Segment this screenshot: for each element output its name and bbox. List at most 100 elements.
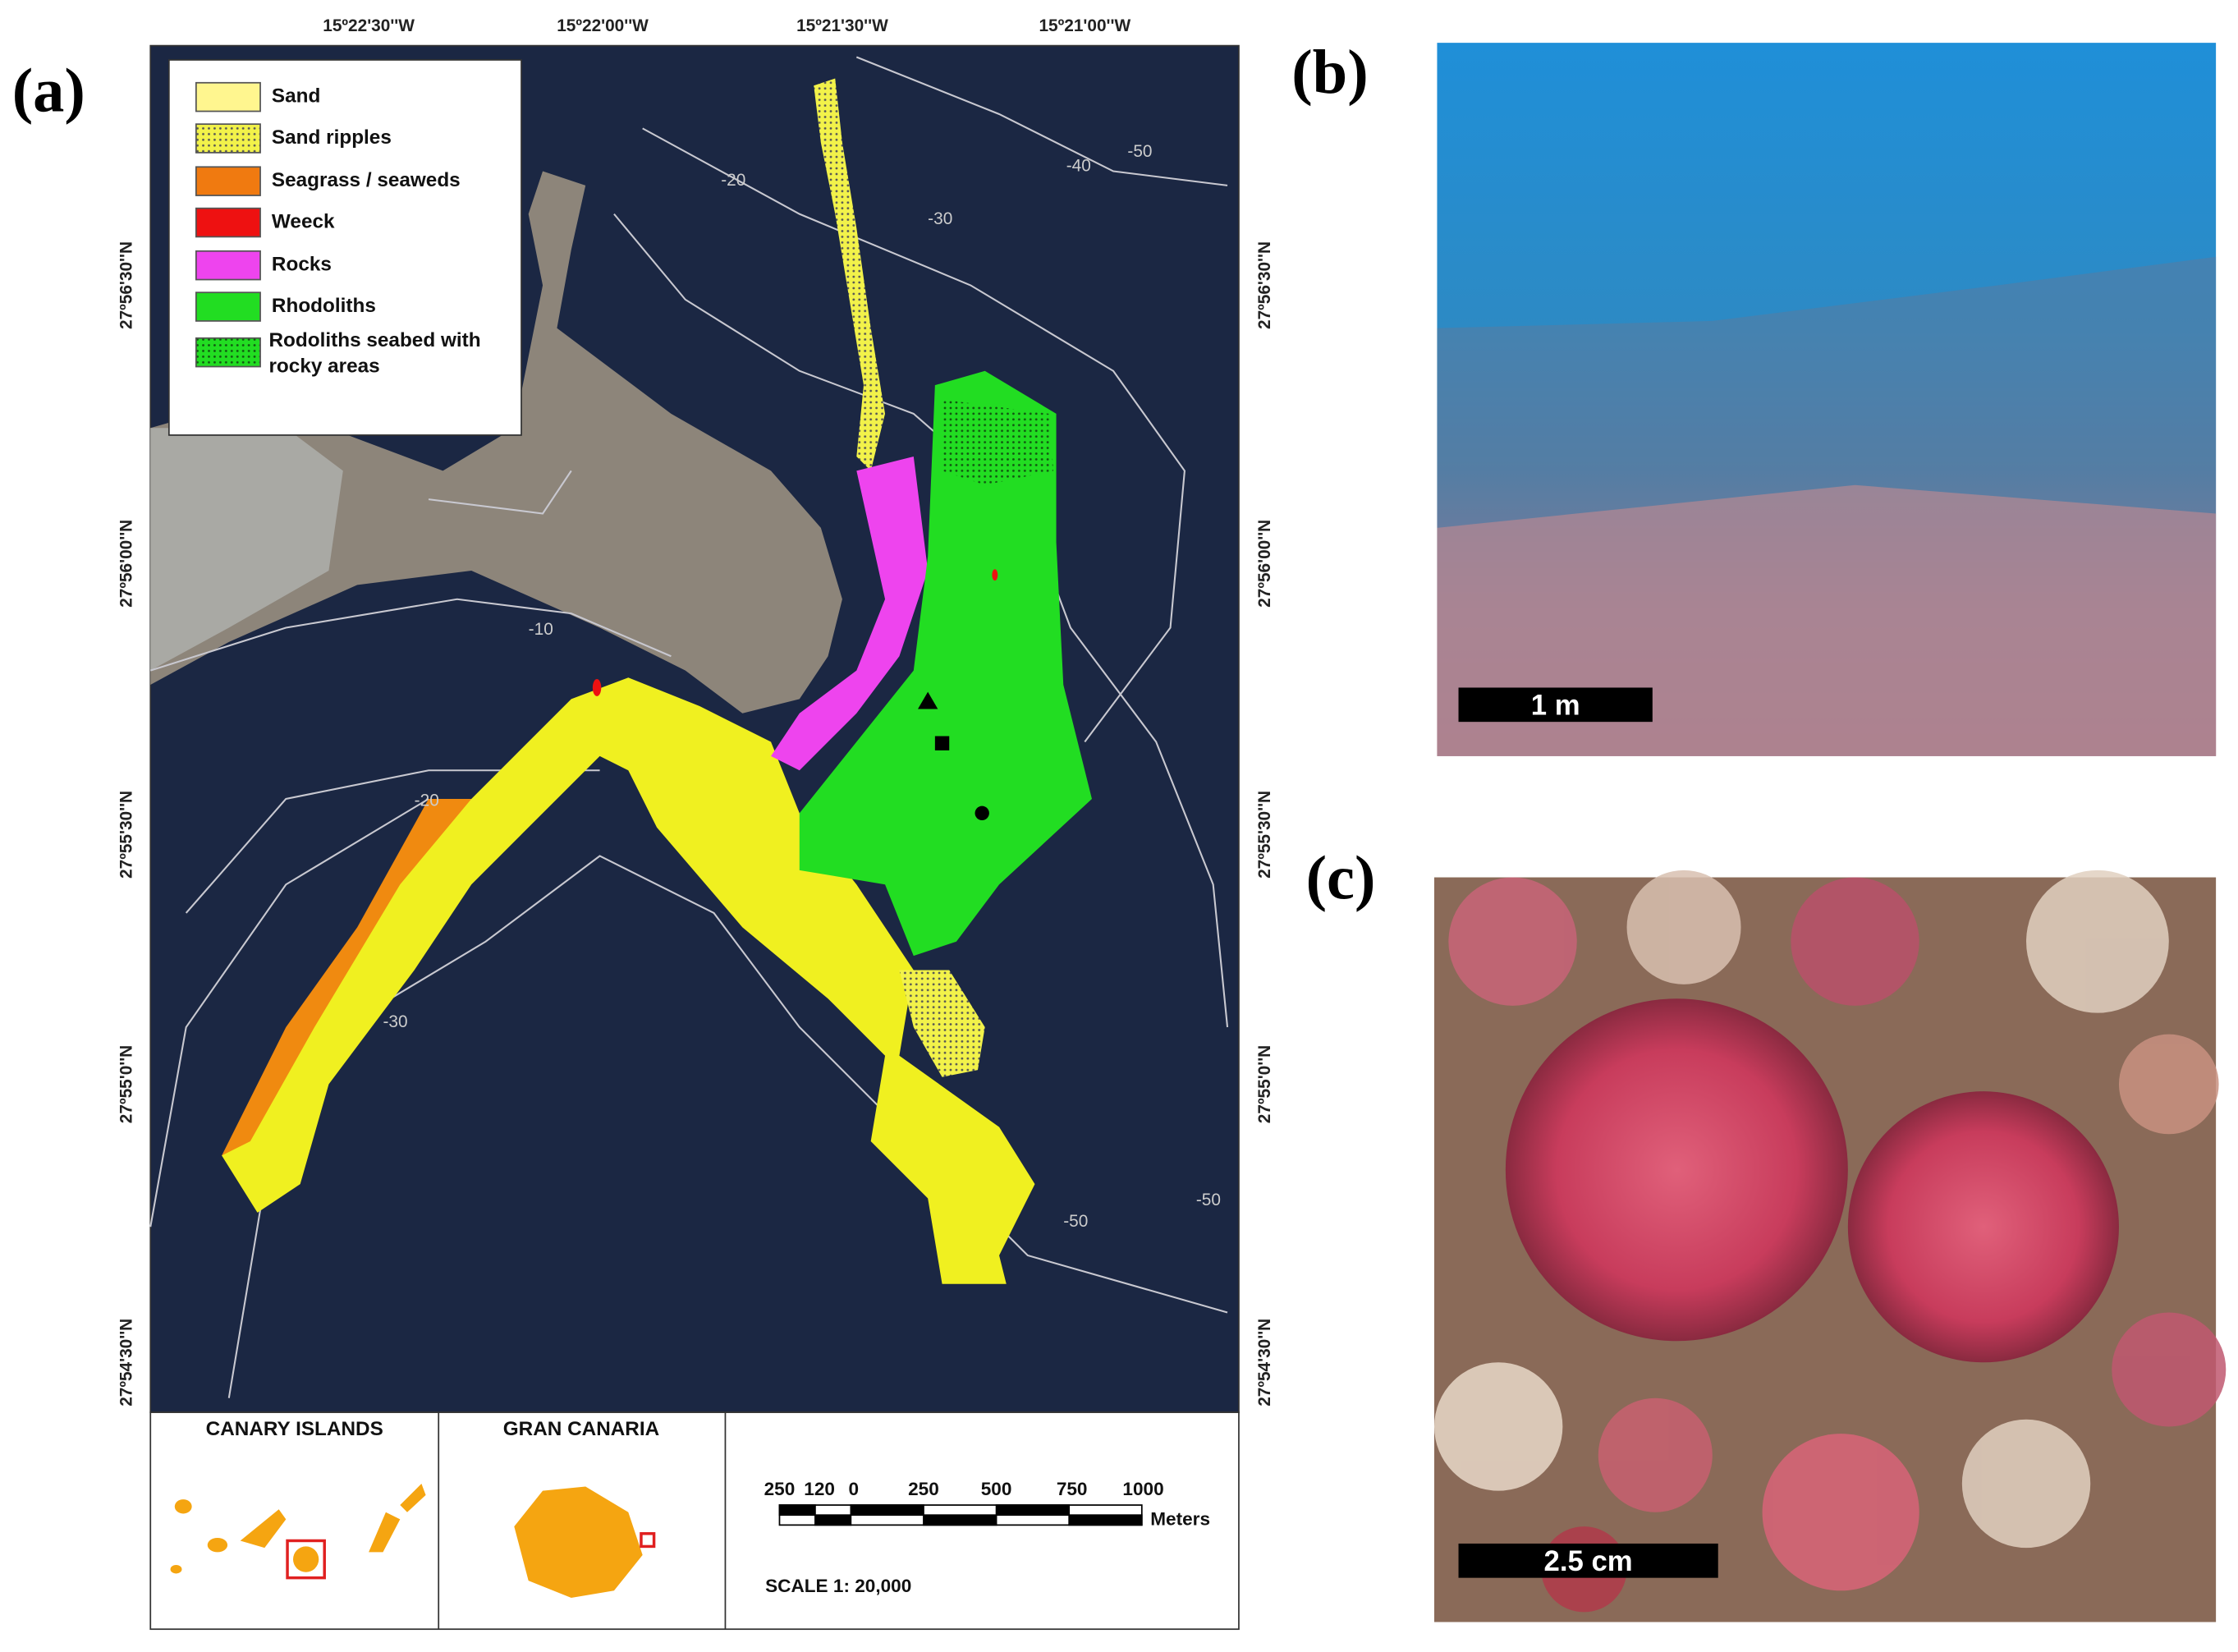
circle <box>1791 877 1919 1006</box>
g: -20 -40 -50 -30 -10 -20 -30 -50 -50 <box>383 142 1220 1231</box>
scale-tick-label: 0 <box>849 1479 860 1499</box>
legend-label: Rocks <box>272 254 332 276</box>
circle <box>2026 870 2169 1013</box>
latitude-label: 27º56'30''N <box>117 241 136 329</box>
legend-label: Seagrass / seaweds <box>272 169 461 191</box>
rect <box>995 1504 1071 1517</box>
latitude-labels: 27º56'30''N 27º56'30''N 27º56'00''N 27º56'0… <box>117 241 1275 1406</box>
path <box>369 1512 401 1553</box>
latitude-label: 27º55'0''N <box>117 1045 136 1123</box>
circle <box>1961 1419 2091 1549</box>
latitude-label: 27º56'00''N <box>117 520 136 608</box>
panel-label: (c) <box>1306 843 1376 913</box>
legend-swatch <box>195 81 261 112</box>
scale-bar <box>1458 687 1653 723</box>
legend-swatch <box>195 166 261 196</box>
longitude-label: 15º21'00''W <box>1039 16 1130 35</box>
pebbles <box>1433 870 2227 1613</box>
ellipse <box>174 1499 192 1514</box>
latitude-label: 27º55'0''N <box>1255 1045 1274 1123</box>
circle <box>1598 1397 1713 1512</box>
contour-label: -30 <box>383 1012 407 1031</box>
legend-label: Rhodoliths <box>272 295 376 317</box>
longitude-label: 15º22'00''W <box>557 16 649 35</box>
sand-ripples <box>814 78 886 471</box>
rect <box>778 1504 816 1517</box>
circle <box>1448 877 1577 1006</box>
circle <box>2118 1034 2219 1135</box>
latitude-label: 27º54'30''N <box>1255 1319 1274 1406</box>
coast <box>428 470 572 515</box>
scale-bar <box>1458 1543 1718 1578</box>
legend-label: Sand ripples <box>272 126 392 149</box>
islands <box>170 1483 643 1598</box>
rect <box>1068 1514 1143 1526</box>
wreck <box>992 569 998 581</box>
inset-box <box>640 1532 656 1549</box>
circle <box>2112 1312 2227 1427</box>
path <box>514 1486 643 1598</box>
photo-b: 1 m <box>1437 43 2217 756</box>
legend-label: Sand <box>272 85 320 108</box>
latitude-label: 27º54'30''N <box>117 1319 136 1406</box>
rhodolith <box>1505 998 1848 1342</box>
ellipse <box>293 1546 319 1572</box>
rhodoliths-rocky <box>942 399 1054 485</box>
map: -20 -40 -50 -30 -10 -20 -30 -50 -50 Sand… <box>149 44 1240 1413</box>
legend <box>167 59 522 436</box>
contour-label: -50 <box>1196 1191 1221 1209</box>
scale-label: 1 m <box>1531 690 1580 721</box>
contour-line <box>149 598 672 672</box>
wreck <box>592 679 602 696</box>
town <box>150 428 343 671</box>
legend-label: Weeck <box>272 210 335 232</box>
contour-line <box>149 798 429 1228</box>
scale-unit: Meters <box>1150 1508 1210 1529</box>
rect <box>923 1514 997 1526</box>
legend-swatch <box>195 250 261 281</box>
path <box>240 1509 287 1549</box>
rhodoliths <box>799 370 1092 957</box>
contour-line <box>855 56 1228 186</box>
marker <box>918 691 938 709</box>
legend-label: Rodoliths seabed with rocky areas <box>268 328 481 377</box>
inset-title: GRAN CANARIA <box>503 1418 659 1440</box>
longitude-label: 15º21'30''W <box>796 16 888 35</box>
latitude-label: 27º56'30''N <box>1255 241 1274 329</box>
contour-label: -20 <box>415 792 439 810</box>
inset-box <box>286 1539 326 1580</box>
scale-tick-label: 250 <box>764 1479 796 1499</box>
scale-tick-label: 120 <box>804 1479 835 1499</box>
circle <box>1433 1362 1563 1491</box>
scale-label: 2.5 cm <box>1544 1546 1633 1577</box>
insets: CANARY ISLANDS GRAN CANARIA 250 120 0 250 50… <box>149 1411 1240 1631</box>
contour-label: -10 <box>529 620 553 639</box>
ellipse <box>207 1538 228 1553</box>
longitude-labels: 15º22'30''W 15º22'00''W 15º21'30''W 15º21'0… <box>323 16 1130 35</box>
legend-entries: Sand Sand ripples Seagrass / seaweds Weeck R… <box>195 81 481 377</box>
contour-label: -40 <box>1066 156 1091 175</box>
seagrass <box>222 798 472 1156</box>
scale-tick-label: 250 <box>908 1479 939 1499</box>
circle <box>1762 1434 1919 1591</box>
rect <box>850 1504 924 1517</box>
scale-tick-label: 500 <box>981 1479 1012 1499</box>
contour-label: -20 <box>721 171 745 190</box>
marker <box>934 736 950 750</box>
inset-title: CANARY ISLANDS <box>206 1418 383 1440</box>
latitude-label: 27º55'30''N <box>1255 791 1274 879</box>
legend-swatch <box>195 207 261 238</box>
legend-swatch <box>195 337 261 368</box>
legend-swatch <box>195 123 261 154</box>
scale-ratio: SCALE 1: 20,000 <box>765 1576 911 1596</box>
land <box>150 171 842 714</box>
contour-label: -50 <box>1063 1212 1088 1231</box>
contour-line <box>642 127 1185 743</box>
longitude-label: 15º22'30''W <box>323 16 415 35</box>
rhodolith <box>1847 1091 2119 1363</box>
sand <box>222 677 1035 1284</box>
path <box>400 1483 426 1512</box>
